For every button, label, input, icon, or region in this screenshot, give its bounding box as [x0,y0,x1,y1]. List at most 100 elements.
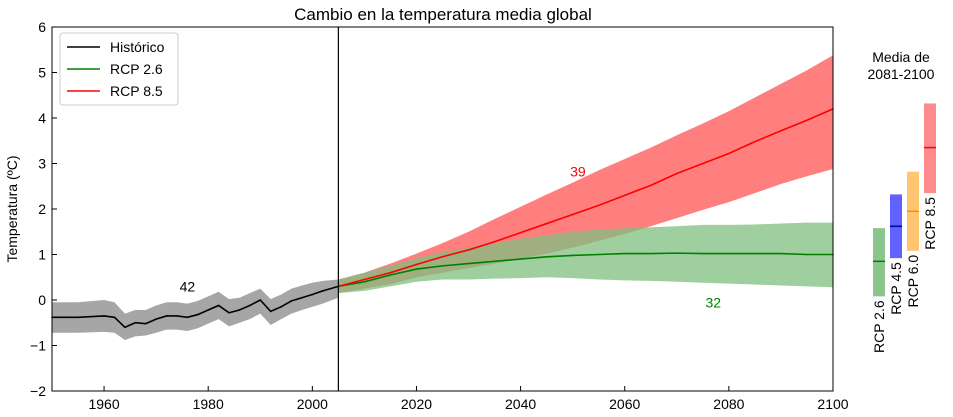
model-count-labels: 42 32 39 [180,164,722,311]
x-tick-label: 1960 [88,396,119,412]
point-rcp-8-5 [649,184,652,187]
point-rcp-2-6 [649,252,652,255]
y-tick-label: 4 [38,110,46,126]
y-tick-label: 3 [38,156,46,172]
point-hist-rico [280,306,282,308]
point-rcp-2-6 [571,254,574,257]
point-rcp-2-6 [441,265,444,267]
x-tick-label: 2080 [713,396,744,412]
point-hist-rico [165,315,168,317]
y-tick-label: 6 [38,19,46,35]
y-tick-label: −2 [30,383,46,399]
chart-title: Cambio en la temperatura media global [294,5,592,24]
point-hist-rico [186,316,189,319]
point-rcp-8-5 [545,222,548,225]
point-rcp-8-5 [702,162,704,165]
x-tick-label: 2020 [401,396,432,412]
point-rcp-2-6 [467,262,470,265]
point-hist-rico [249,304,251,307]
point-hist-rico [113,316,116,319]
legend-label-historico: Histórico [110,39,165,55]
point-rcp-8-5 [415,263,418,266]
model-count-hist-rico: 42 [180,278,196,294]
point-rcp-2-6 [545,255,548,258]
y-axis-ticks: −2 −1 0 1 2 3 4 5 6 [30,19,57,399]
y-tick-label: 2 [38,201,46,217]
point-hist-rico [144,322,147,325]
point-hist-rico [134,321,137,324]
legend-label-rcp85: RCP 8.5 [110,83,163,99]
point-hist-rico [321,290,324,292]
point-rcp-8-5 [389,271,392,274]
x-tick-label: 2000 [297,396,328,412]
y-tick-label: 1 [38,247,46,263]
point-rcp-2-6 [728,252,730,255]
band-hist-rico [52,279,339,341]
point-hist-rico [290,300,293,302]
model-count-rcp-8-5: 39 [570,164,586,180]
point-hist-rico [196,313,199,316]
point-hist-rico [238,309,241,311]
point-rcp-2-6 [519,258,522,260]
point-hist-rico [269,310,272,313]
point-rcp-8-5 [806,119,808,122]
y-tick-label: −1 [30,338,46,354]
y-tick-label: 5 [38,65,46,81]
point-hist-rico [228,311,230,314]
point-rcp-8-5 [676,172,678,175]
legend-box [59,32,179,106]
point-rcp-2-6 [780,252,782,255]
point-hist-rico [176,315,178,317]
point-rcp-2-6 [415,268,418,270]
x-axis-ticks: 1960 1980 2000 2020 2040 2060 2080 2100 [88,386,849,412]
y-axis-label: Temperatura (ºC) [4,155,20,262]
point-rcp-2-6 [363,281,366,283]
point-rcp-8-5 [441,255,444,258]
point-hist-rico [77,316,79,319]
side-panel-title-line: Media de [872,49,930,65]
point-hist-rico [217,304,220,307]
legend-label-rcp26: RCP 2.6 [110,61,163,77]
model-count-rcp-2-6: 32 [705,294,721,310]
side-panel-title: Media de 2081-2100 [868,49,935,82]
range-label-rcp-4-5: RCP 4.5 [888,262,904,315]
point-rcp-8-5 [571,213,574,216]
x-tick-label: 1980 [193,396,224,412]
point-hist-rico [207,309,209,311]
range-bar-rcp-2-6 [873,228,885,297]
point-hist-rico [311,293,314,296]
point-rcp-2-6 [676,252,678,254]
x-tick-label: 2100 [817,396,848,412]
point-rcp-2-6 [389,274,392,276]
range-label-rcp-8-5: RCP 8.5 [922,197,938,250]
point-hist-rico [259,299,262,301]
point-hist-rico [103,315,105,317]
uncertainty-bands [52,55,833,341]
point-rcp-8-5 [780,129,782,132]
point-rcp-2-6 [702,252,704,255]
point-rcp-8-5 [519,231,522,234]
point-hist-rico [155,318,157,320]
point-rcp-8-5 [597,204,600,207]
band-rcp-2-6 [338,222,833,294]
point-rcp-8-5 [728,152,730,155]
point-rcp-2-6 [806,253,808,256]
series-rcp-8-5 [337,108,834,288]
range-label-rcp-6-0: RCP 6.0 [905,255,921,308]
point-rcp-8-5 [363,278,366,281]
y-tick-label: 0 [38,292,46,308]
point-rcp-2-6 [623,252,626,255]
point-rcp-8-5 [493,240,496,243]
x-tick-label: 2040 [505,396,536,412]
line-rcp-8-5 [338,108,834,288]
point-rcp-2-6 [597,253,600,256]
series-lines [51,108,834,329]
range-label-rcp-2-6: RCP 2.6 [871,300,887,353]
point-hist-rico [301,296,303,299]
point-rcp-2-6 [493,260,496,263]
point-rcp-8-5 [754,140,756,143]
x-tick-label: 2060 [609,396,640,412]
